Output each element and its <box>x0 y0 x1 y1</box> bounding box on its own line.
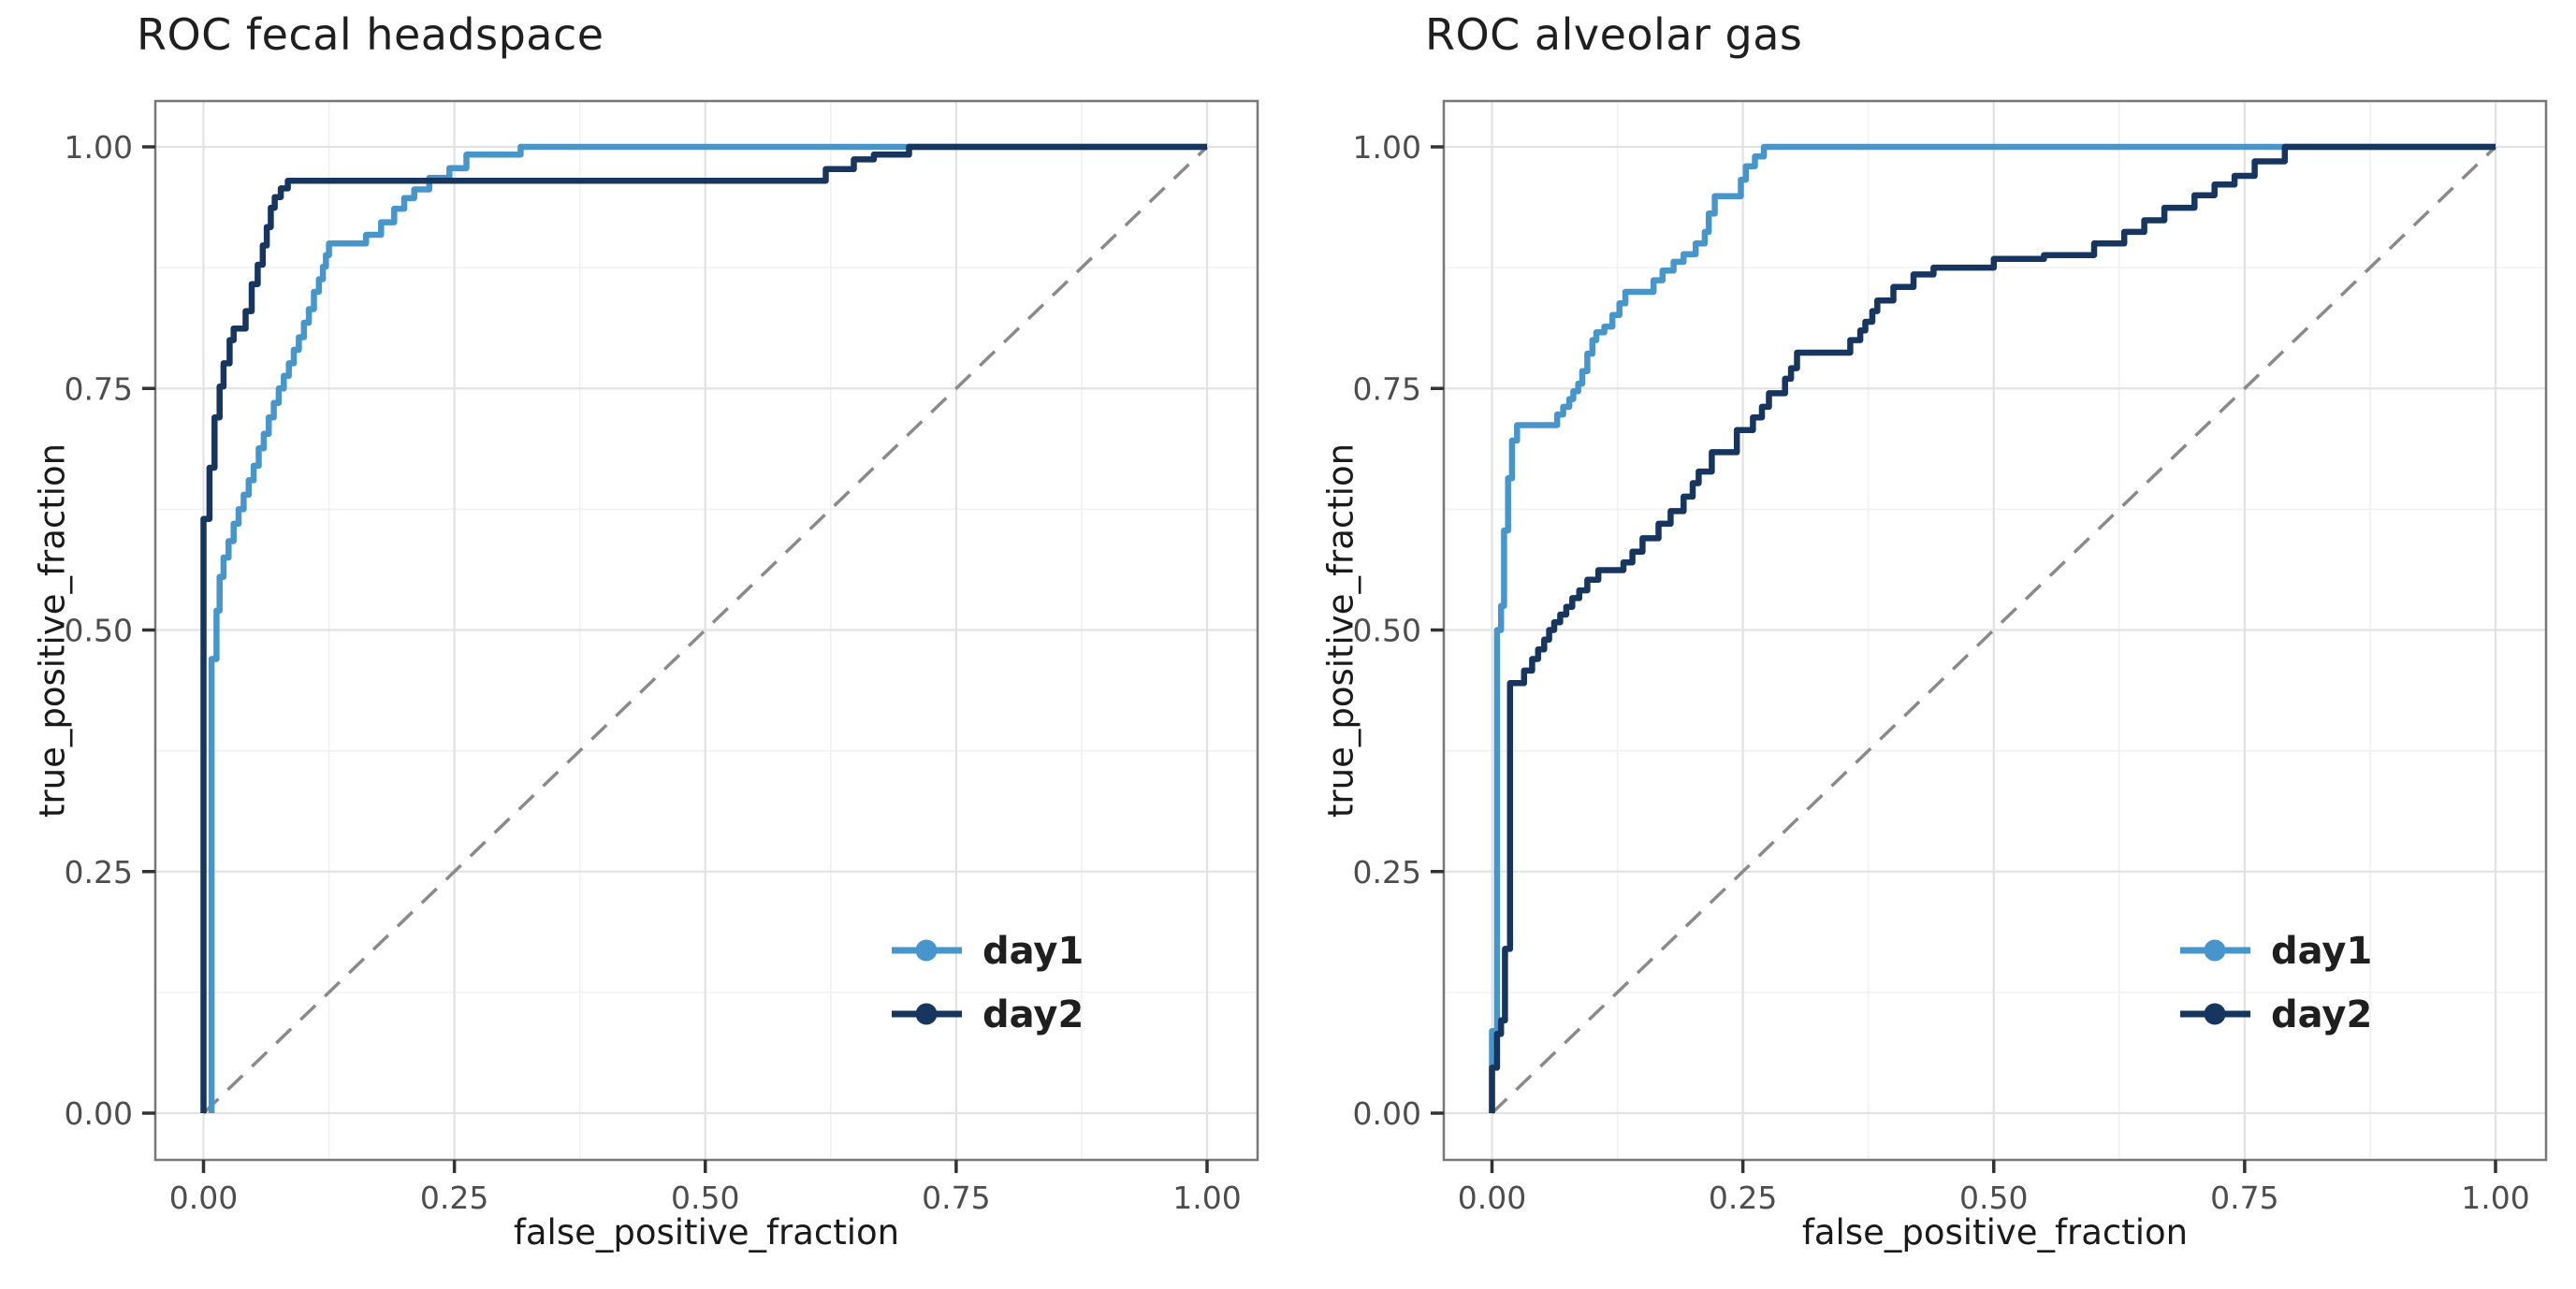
legend: day1 day2 <box>2180 930 2372 1036</box>
y-tick-label: 0.00 <box>1353 1095 1421 1132</box>
x-tick-label: 0.00 <box>169 1180 238 1216</box>
x-axis-title: false_positive_fraction <box>1801 1212 2189 1253</box>
axis-ticks: 0.00 0.25 0.50 0.75 1.00 0.00 0.25 0.50 0.75 1.00 <box>1353 129 2530 1216</box>
y-tick-label: 0.75 <box>1353 370 1421 407</box>
roc-curve-day1 <box>1489 143 2496 1113</box>
plot-title: ROC fecal headspace <box>137 9 604 60</box>
roc-figure-fecal-headspace: ROC fecal headspace true_positive_fracti… <box>32 9 1259 1253</box>
legend-item-day2: day2 <box>892 993 1084 1036</box>
x-tick-label: 1.00 <box>2461 1180 2529 1216</box>
legend-label: day1 <box>2271 930 2372 973</box>
x-tick-label: 0.25 <box>1709 1180 1777 1216</box>
x-tick-label: 0.75 <box>2210 1180 2278 1216</box>
y-tick-label: 1.00 <box>65 129 133 166</box>
roc-curve-day1 <box>208 143 1207 1113</box>
y-tick-label: 0.25 <box>65 854 133 891</box>
legend-label: day2 <box>982 993 1084 1036</box>
plot-title: ROC alveolar gas <box>1425 9 1803 60</box>
y-tick-label: 0.00 <box>65 1095 133 1132</box>
legend-item-day1: day1 <box>892 930 1084 973</box>
x-axis-title: false_positive_fraction <box>513 1212 900 1253</box>
y-tick-label: 0.50 <box>1353 613 1421 649</box>
x-tick-label: 0.75 <box>922 1180 990 1216</box>
roc-curve-day2 <box>200 143 1207 1113</box>
chance-diagonal-line <box>202 145 1209 1115</box>
roc-chart-canvas: 0.00 0.25 0.50 0.75 1.00 0.00 0.25 0.50 0.75 1.00… <box>1353 99 2548 1216</box>
roc-curve-day2 <box>1489 143 2496 1113</box>
y-tick-label: 0.25 <box>1353 854 1421 891</box>
x-tick-label: 1.00 <box>1172 1180 1241 1216</box>
roc-chart-canvas: 0.00 0.25 0.50 0.75 1.00 0.00 0.25 0.50 0.75 1.00… <box>65 99 1259 1216</box>
legend-key-point <box>2204 1003 2226 1025</box>
legend-item-day2: day2 <box>2180 993 2372 1036</box>
x-tick-label: 0.50 <box>1959 1180 2028 1216</box>
legend-item-day1: day1 <box>2180 930 2372 973</box>
x-tick-label: 0.50 <box>671 1180 739 1216</box>
x-tick-label: 0.00 <box>1458 1180 1526 1216</box>
legend: day1 day2 <box>892 930 1084 1036</box>
x-tick-label: 0.25 <box>420 1180 488 1216</box>
y-tick-label: 1.00 <box>1353 129 1421 166</box>
legend-key-point <box>2204 939 2226 962</box>
roc-figure-alveolar-gas: ROC alveolar gas true_positive_fraction … <box>1288 0 2576 1289</box>
chance-diagonal-line <box>1491 145 2497 1115</box>
axis-ticks: 0.00 0.25 0.50 0.75 1.00 0.00 0.25 0.50 0.75 1.00 <box>65 129 1242 1216</box>
legend-key-point <box>915 1003 938 1025</box>
legend-key-point <box>915 939 938 962</box>
y-tick-label: 0.50 <box>65 613 133 649</box>
legend-label: day2 <box>2271 993 2372 1036</box>
legend-label: day1 <box>982 930 1084 973</box>
y-tick-label: 0.75 <box>65 370 133 407</box>
